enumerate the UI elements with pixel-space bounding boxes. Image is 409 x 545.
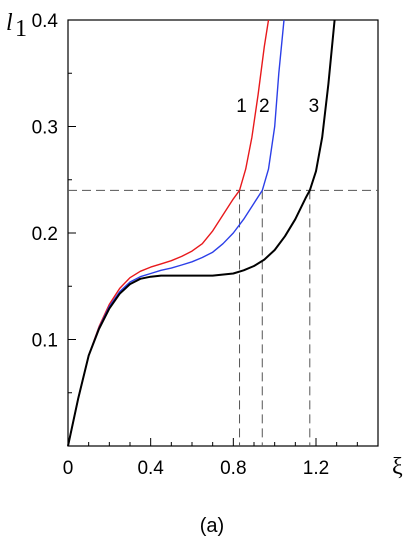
series-line-1	[67, 19, 270, 447]
plot-frame	[67, 19, 379, 447]
data-curves	[67, 19, 336, 447]
y-axis-label: l	[6, 10, 13, 36]
y-tick-label: 0.1	[32, 331, 58, 352]
x-axis-label: ξ	[392, 454, 403, 480]
axis-ticks	[67, 19, 379, 446]
x-tick-label: 0	[63, 458, 74, 479]
figure-caption: (a)	[200, 515, 224, 537]
curve-label-1: 1	[236, 96, 247, 117]
y-tick-label: 0.4	[32, 11, 59, 32]
curve-label-2: 2	[259, 96, 270, 117]
x-tick-label: 1.2	[303, 458, 329, 479]
x-tick-label: 0.4	[137, 458, 164, 479]
tick-labels: 0 0.4 0.8 1.2 0.1 0.2 0.3 0.4	[32, 11, 330, 479]
series-line-2	[67, 19, 285, 447]
y-axis-label-subscript: 1	[15, 16, 27, 42]
series-line-3	[67, 19, 336, 447]
y-tick-label: 0.3	[32, 118, 58, 139]
reference-lines	[68, 189, 378, 446]
y-tick-label: 0.2	[32, 224, 58, 245]
x-tick-label: 0.8	[220, 458, 246, 479]
curve-label-3: 3	[309, 96, 320, 117]
